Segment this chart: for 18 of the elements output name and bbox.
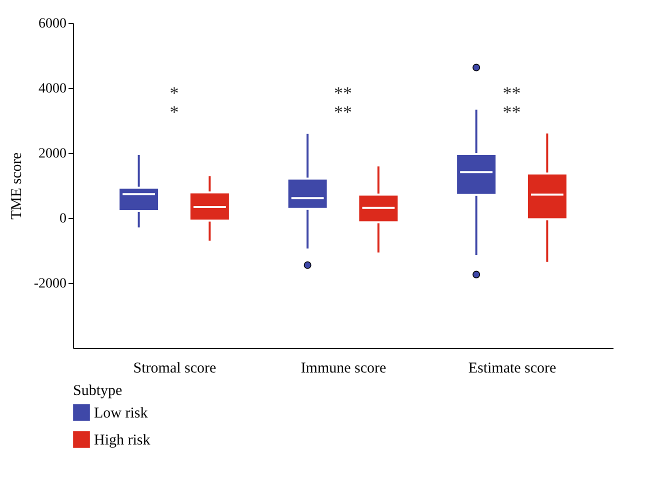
y-tick-label: 2000 bbox=[38, 146, 66, 162]
y-tick-label: -2000 bbox=[34, 276, 66, 292]
x-tick-label: Immune score bbox=[300, 360, 387, 376]
annotation: ** bbox=[502, 83, 521, 103]
legend-title: Subtype bbox=[73, 383, 123, 399]
legend-label: Low risk bbox=[94, 406, 148, 422]
y-axis-title: TME score bbox=[8, 152, 25, 220]
annotation: ** bbox=[334, 102, 352, 122]
x-tick-label: Stromal score bbox=[133, 360, 217, 376]
annotation: ** bbox=[502, 102, 521, 122]
y-tick-label: 4000 bbox=[38, 82, 66, 96]
annotation: * bbox=[170, 83, 179, 103]
y-tick-label: 0 bbox=[60, 212, 66, 226]
y-tick-label: 6000 bbox=[38, 16, 66, 32]
annotation: ** bbox=[334, 83, 352, 103]
annotation: * bbox=[170, 102, 179, 122]
x-tick-label: Estimate score bbox=[468, 360, 557, 376]
legend-label: High risk bbox=[94, 432, 151, 448]
